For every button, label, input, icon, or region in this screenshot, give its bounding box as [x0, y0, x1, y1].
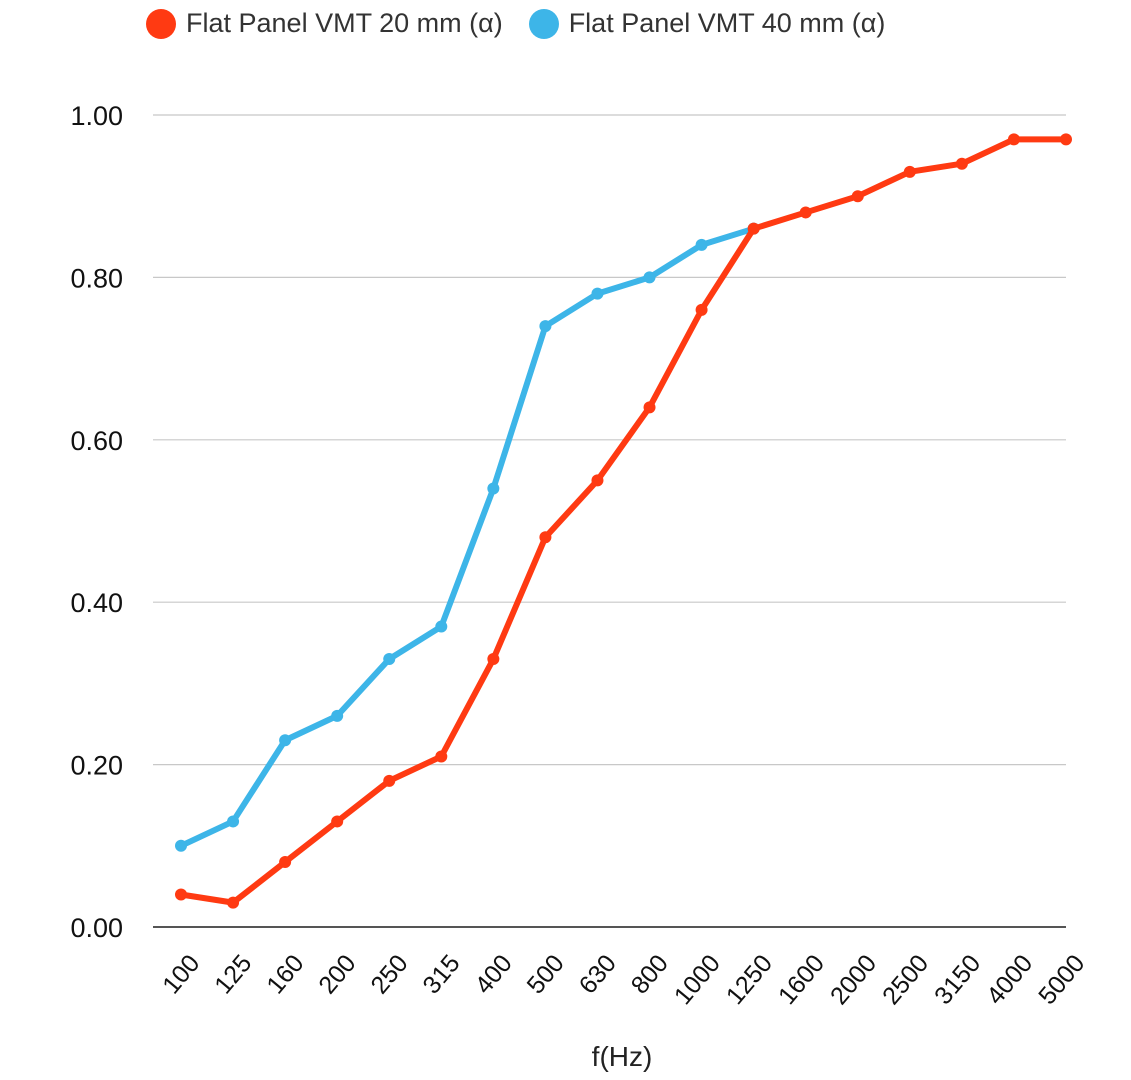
y-tick-label: 0.20	[70, 751, 123, 781]
x-tick-label: 2000	[825, 949, 882, 1010]
y-tick-label: 0.60	[70, 426, 123, 456]
data-point	[591, 474, 604, 487]
series-20mm	[175, 133, 1072, 909]
data-point	[695, 238, 708, 251]
series-line	[178, 136, 1069, 906]
data-point	[227, 896, 240, 909]
x-axis-ticks: 100 125 160 200 250 315 400 500 630 8001000125016…	[157, 949, 1090, 1010]
grid-lines	[153, 114, 1066, 928]
x-tick-label: 160	[261, 949, 309, 999]
x-tick-label: 1600	[773, 949, 830, 1010]
series-40mm	[175, 222, 760, 852]
data-point	[279, 734, 292, 747]
x-tick-label: 3150	[929, 949, 986, 1010]
data-point	[435, 750, 448, 763]
x-tick-label: 4000	[981, 949, 1038, 1010]
x-tick-label: 250	[365, 949, 413, 999]
data-point	[643, 401, 656, 414]
data-point	[383, 653, 396, 666]
data-point	[591, 287, 604, 300]
legend-item-40mm: Flat Panel VMT 40 mm (α)	[528, 8, 886, 39]
x-tick-label: 2500	[877, 949, 934, 1010]
x-tick-label: 800	[626, 949, 674, 999]
x-tick-label: 5000	[1033, 949, 1090, 1010]
y-tick-label: 1.00	[70, 101, 123, 131]
data-point	[695, 303, 708, 316]
legend-label-40mm: Flat Panel VMT 40 mm (α)	[568, 8, 886, 38]
data-point	[331, 709, 344, 722]
data-point	[487, 482, 500, 495]
data-point	[435, 620, 448, 633]
y-tick-label: 0.40	[70, 588, 123, 618]
legend-swatch-40mm	[528, 8, 559, 39]
data-point	[1060, 133, 1072, 146]
data-point	[747, 222, 760, 235]
data-point	[539, 320, 552, 333]
x-tick-label: 400	[469, 949, 517, 999]
y-tick-label: 0.00	[70, 913, 123, 943]
x-tick-label: 500	[522, 949, 570, 999]
x-tick-label: 315	[417, 949, 465, 999]
data-point	[851, 190, 864, 203]
data-point	[955, 157, 968, 170]
data-point	[175, 888, 187, 901]
data-point	[539, 531, 552, 544]
data-point	[903, 165, 916, 178]
data-point	[279, 856, 292, 869]
legend-swatch-20mm	[146, 8, 176, 39]
data-point	[227, 815, 240, 828]
data-point	[1007, 133, 1020, 146]
chart-legend: Flat Panel VMT 20 mm (α) Flat Panel VMT …	[146, 8, 911, 39]
x-tick-label: 1250	[721, 949, 778, 1010]
x-tick-label: 200	[313, 949, 361, 999]
y-axis-ticks: 0.00 0.20 0.40 0.60 0.80 1.00	[70, 101, 123, 943]
x-tick-label: 630	[574, 949, 622, 999]
data-point	[383, 774, 396, 787]
series-line	[178, 225, 757, 849]
x-tick-label: 100	[157, 949, 205, 999]
legend-item-20mm: Flat Panel VMT 20 mm (α)	[146, 8, 503, 39]
x-tick-label: 1000	[669, 949, 726, 1010]
data-point	[487, 653, 500, 666]
series-lines	[175, 133, 1072, 909]
legend-label-20mm: Flat Panel VMT 20 mm (α)	[186, 8, 503, 38]
y-tick-label: 0.80	[70, 263, 123, 293]
data-point	[175, 839, 187, 852]
data-point	[643, 271, 656, 284]
x-axis-label: f(Hz)	[592, 1041, 653, 1072]
data-point	[799, 206, 812, 219]
x-tick-label: 125	[209, 949, 257, 999]
data-point	[331, 815, 344, 828]
